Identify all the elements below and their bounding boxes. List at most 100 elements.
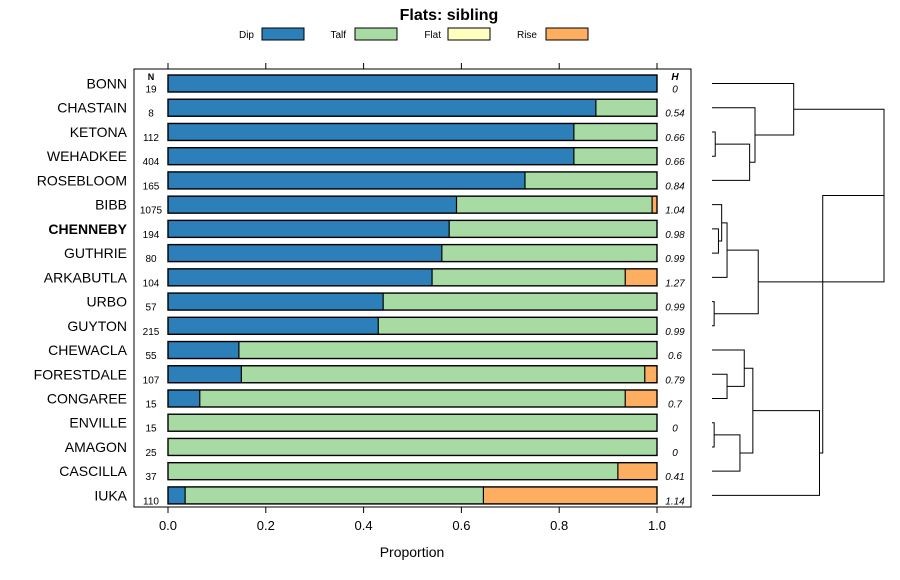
x-tick-label-0-2: 0.2 [257, 518, 275, 533]
bar-guyton-talf [378, 317, 657, 335]
row-label-forestdale: FORESTDALE [34, 366, 127, 382]
dendrogram-link-2 [712, 107, 756, 163]
legend-label-dip: Dip [239, 30, 254, 41]
legend-label-rise: Rise [517, 30, 537, 41]
bar-iuka-talf [185, 486, 484, 504]
dendrogram-link-13 [712, 349, 745, 387]
legend-label-talf: Talf [330, 30, 346, 41]
bar-arkabutla-dip [168, 268, 433, 286]
bar-outline-amagon [167, 437, 658, 457]
bar-outline-wehadkee [167, 146, 658, 166]
row-label-iuka: IUKA [94, 487, 127, 503]
legend-swatch-talf [354, 27, 398, 41]
h-value-chenneby: 0.98 [665, 230, 685, 241]
bar-enville-talf [168, 414, 657, 432]
bar-outline-bonn [167, 74, 658, 93]
legend-swatch-dip [261, 27, 305, 41]
plot-frame [133, 68, 692, 508]
bar-cascilla-rise [617, 462, 657, 480]
dendrogram-link-11 [712, 434, 741, 472]
x-tick-label-0-4: 0.4 [355, 518, 373, 533]
bar-outline-ketona [167, 122, 658, 142]
n-value-ketona: 112 [143, 133, 159, 144]
row-label-chenneby: CHENNEBY [48, 221, 127, 237]
dendrogram-link-15 [712, 410, 820, 496]
n-value-guyton: 215 [143, 327, 160, 338]
bar-outline-rosebloom [167, 171, 658, 190]
bar-outline-chewacla [167, 340, 658, 360]
h-value-bibb: 1.04 [665, 206, 685, 217]
n-value-iuka: 110 [143, 496, 159, 507]
bar-iuka-dip [168, 486, 186, 504]
bar-bibb-dip [168, 196, 457, 214]
h-value-forestdale: 0.79 [665, 375, 685, 386]
h-value-chastain: 0.54 [665, 109, 685, 120]
n-value-forestdale: 107 [143, 375, 160, 386]
bar-outline-forestdale [167, 365, 658, 384]
dendrogram [712, 83, 885, 496]
legend-swatch-flat [447, 27, 491, 41]
row-label-ketona: KETONA [70, 124, 128, 140]
bar-wehadkee-dip [168, 147, 574, 165]
bar-amagon-talf [168, 438, 657, 456]
bar-chastain-dip [168, 99, 596, 117]
row-label-guyton: GUYTON [67, 318, 127, 334]
row-label-bibb: BIBB [95, 197, 127, 213]
bar-bibb-rise [652, 196, 657, 214]
x-tick-label-1-0: 1.0 [648, 518, 666, 533]
h-value-iuka: 1.14 [665, 496, 685, 507]
bar-rosebloom-dip [168, 171, 525, 189]
n-value-amagon: 25 [145, 448, 157, 459]
h-value-congaree: 0.7 [668, 399, 682, 410]
bar-outline-guthrie [167, 243, 658, 263]
n-value-guthrie: 80 [145, 254, 157, 265]
bar-wehadkee-talf [573, 147, 657, 165]
bar-guyton-dip [168, 317, 379, 335]
bar-congaree-talf [199, 389, 626, 407]
n-value-chenneby: 194 [143, 230, 160, 241]
h-value-amagon: 0 [672, 448, 678, 459]
h-column: H 0 0.54 0.66 0.66 0.84 1.04 0.98 0.99 1.27 0.99 0.… [665, 72, 685, 507]
bar-chewacla-dip [168, 341, 239, 359]
dendrogram-link-0 [712, 131, 716, 157]
h-column-header: H [671, 72, 679, 83]
bar-urbo-dip [168, 293, 384, 311]
bar-outline-bibb [167, 195, 658, 214]
bar-outline-congaree [167, 389, 658, 408]
x-tick-label-0-8: 0.8 [550, 518, 568, 533]
legend: Dip Talf Flat Rise [239, 27, 589, 41]
n-value-urbo: 57 [145, 303, 157, 314]
n-value-wehadkee: 404 [143, 157, 160, 168]
dendrogram-link-10 [712, 422, 715, 448]
bar-arkabutla-rise [625, 268, 657, 286]
h-value-chewacla: 0.6 [668, 351, 682, 362]
n-value-bonn: 19 [145, 85, 157, 96]
bar-ketona-dip [168, 123, 574, 141]
h-value-urbo: 0.99 [665, 303, 685, 314]
x-tick-label-0-0: 0.0 [159, 518, 177, 533]
bar-congaree-dip [168, 389, 200, 407]
dendrogram-link-3 [712, 228, 719, 254]
bar-outline-guyton [167, 316, 658, 335]
bar-chenneby-dip [168, 220, 450, 238]
n-value-congaree: 15 [145, 399, 157, 410]
row-label-chastain: CHASTAIN [57, 100, 127, 116]
x-tick-label-0-6: 0.6 [452, 518, 470, 533]
row-label-wehadkee: WEHADKEE [47, 148, 127, 164]
dendrogram-link-5 [712, 222, 728, 278]
dendrogram-link-12 [712, 373, 728, 399]
bar-congaree-rise [625, 389, 657, 407]
bar-chenneby-talf [449, 220, 657, 238]
bar-outline-arkabutla [167, 268, 658, 287]
row-label-chewacla: CHEWACLA [48, 342, 127, 358]
h-value-wehadkee: 0.66 [665, 157, 685, 168]
h-value-bonn: 0 [672, 85, 678, 96]
h-value-enville: 0 [672, 424, 678, 435]
bars-group [167, 74, 658, 505]
legend-label-flat: Flat [424, 30, 441, 41]
dendrogram-link-6 [712, 301, 715, 327]
row-label-bonn: BONN [87, 76, 127, 92]
row-label-enville: ENVILLE [69, 415, 127, 431]
row-labels: BONN CHASTAIN KETONA WEHADKEE ROSEBLOOM BIBB C… [34, 76, 128, 504]
row-label-guthrie: GUTHRIE [64, 245, 127, 261]
